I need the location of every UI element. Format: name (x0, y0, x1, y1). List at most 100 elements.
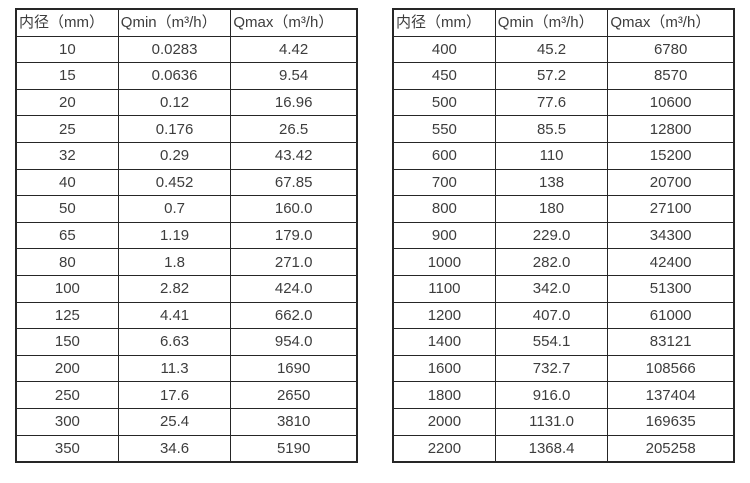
table-row: 1800 916.0 137404 (392, 381, 735, 409)
table-cell: 450 (392, 62, 496, 90)
table-cell: 6.63 (117, 328, 232, 356)
table-row: 550 85.5 12800 (392, 115, 735, 143)
table-cell: 180 (494, 195, 609, 223)
table-cell: 5190 (230, 434, 358, 463)
table-cell: 25.4 (117, 407, 232, 436)
table-cell: 25 (15, 115, 119, 143)
table-cell: 4.41 (117, 301, 232, 330)
table-cell: 20700 (607, 168, 735, 197)
table-cell: 150 (15, 328, 119, 356)
table-cell: 0.12 (117, 88, 232, 117)
table-row: 1200 407.0 61000 (392, 301, 735, 330)
table-cell: 108566 (607, 354, 735, 383)
table-cell: 1.8 (117, 248, 232, 276)
table-cell: 110 (494, 141, 609, 170)
table-cell: 662.0 (230, 301, 358, 330)
table-cell: 45.2 (494, 35, 609, 64)
table-cell: 10 (15, 35, 119, 64)
table-cell: 77.6 (494, 88, 609, 117)
table-cell: 1200 (392, 301, 496, 330)
column-header: Qmin（m³/h） (494, 8, 609, 37)
table-cell: 83121 (607, 328, 735, 356)
table-cell: 100 (15, 274, 119, 303)
table-cell: 67.85 (230, 168, 358, 197)
table-cell: 125 (15, 301, 119, 330)
table-cell: 27100 (607, 195, 735, 223)
table-cell: 11.3 (117, 354, 232, 383)
table-cell: 2.82 (117, 274, 232, 303)
table-cell: 250 (15, 381, 119, 409)
table-cell: 550 (392, 115, 496, 143)
table-cell: 300 (15, 407, 119, 436)
table-cell: 205258 (607, 434, 735, 463)
table-cell: 10600 (607, 88, 735, 117)
table-row: 65 1.19 179.0 (15, 221, 358, 250)
column-header: 内径（mm） (392, 8, 496, 37)
table-cell: 0.29 (117, 141, 232, 170)
table-cell: 400 (392, 35, 496, 64)
table-row: 1100 342.0 51300 (392, 274, 735, 303)
table-row: 700 138 20700 (392, 168, 735, 197)
table-cell: 17.6 (117, 381, 232, 409)
table-cell: 4.42 (230, 35, 358, 64)
table-cell: 50 (15, 195, 119, 223)
table-cell: 1400 (392, 328, 496, 356)
table-cell: 1100 (392, 274, 496, 303)
table-cell: 1690 (230, 354, 358, 383)
table-row: 2200 1368.4 205258 (392, 434, 735, 463)
table-cell: 32 (15, 141, 119, 170)
flow-tables-container: 内径（mm） Qmin（m³/h） Qmax（m³/h） 10 0.0283 4.42 15… (15, 8, 735, 464)
table-row: 200 11.3 1690 (15, 354, 358, 383)
table-cell: 2650 (230, 381, 358, 409)
table-cell: 15 (15, 62, 119, 90)
table-cell: 57.2 (494, 62, 609, 90)
table-cell: 160.0 (230, 195, 358, 223)
table-cell: 61000 (607, 301, 735, 330)
table-cell: 700 (392, 168, 496, 197)
column-header: Qmax（m³/h） (230, 8, 358, 37)
table-cell: 6780 (607, 35, 735, 64)
table-cell: 0.176 (117, 115, 232, 143)
table-cell: 282.0 (494, 248, 609, 276)
table-row: 400 45.2 6780 (392, 35, 735, 64)
table-cell: 2000 (392, 407, 496, 436)
table-row: 50 0.7 160.0 (15, 195, 358, 223)
table-cell: 271.0 (230, 248, 358, 276)
table-cell: 424.0 (230, 274, 358, 303)
table-row: 15 0.0636 9.54 (15, 62, 358, 90)
table-cell: 9.54 (230, 62, 358, 90)
table-cell: 800 (392, 195, 496, 223)
table-cell: 179.0 (230, 221, 358, 250)
table-row: 600 110 15200 (392, 141, 735, 170)
table-cell: 1600 (392, 354, 496, 383)
table-cell: 40 (15, 168, 119, 197)
table-row: 100 2.82 424.0 (15, 274, 358, 303)
table-cell: 229.0 (494, 221, 609, 250)
table-cell: 16.96 (230, 88, 358, 117)
column-header: Qmin（m³/h） (117, 8, 232, 37)
table-cell: 80 (15, 248, 119, 276)
table-cell: 732.7 (494, 354, 609, 383)
table-cell: 169635 (607, 407, 735, 436)
table-row: 350 34.6 5190 (15, 434, 358, 463)
column-header: Qmax（m³/h） (607, 8, 735, 37)
table-cell: 34300 (607, 221, 735, 250)
table-cell: 42400 (607, 248, 735, 276)
table-cell: 51300 (607, 274, 735, 303)
table-cell: 85.5 (494, 115, 609, 143)
table-cell: 1368.4 (494, 434, 609, 463)
table-row: 40 0.452 67.85 (15, 168, 358, 197)
table-row: 1000 282.0 42400 (392, 248, 735, 276)
table-cell: 34.6 (117, 434, 232, 463)
table-row: 800 180 27100 (392, 195, 735, 223)
table-cell: 137404 (607, 381, 735, 409)
table-row: 1400 554.1 83121 (392, 328, 735, 356)
table-cell: 0.452 (117, 168, 232, 197)
table-row: 2000 1131.0 169635 (392, 407, 735, 436)
table-cell: 407.0 (494, 301, 609, 330)
table-row: 125 4.41 662.0 (15, 301, 358, 330)
table-cell: 138 (494, 168, 609, 197)
table-row: 20 0.12 16.96 (15, 88, 358, 117)
table-row: 250 17.6 2650 (15, 381, 358, 409)
table-row: 300 25.4 3810 (15, 407, 358, 436)
